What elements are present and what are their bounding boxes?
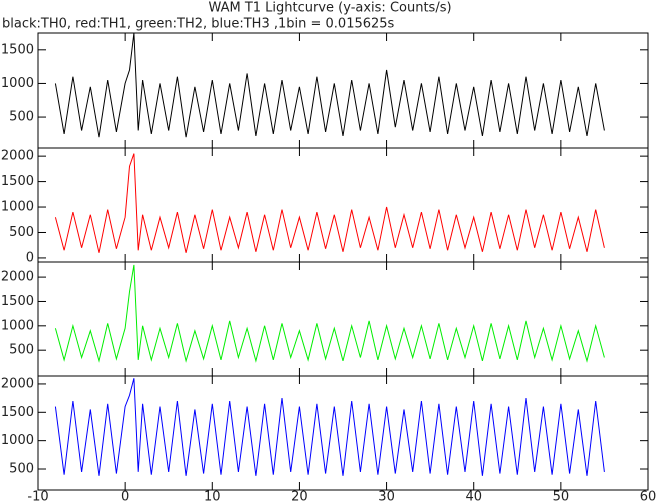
y-tick-label: 2000 [1,149,34,164]
chart-title: WAM T1 Lightcurve (y-axis: Counts/s) [208,1,451,16]
panel-frame [37,32,649,149]
series-line [54,32,605,138]
y-tick-label: 1000 [1,200,34,215]
y-tick-label: 0 [26,250,34,265]
panel-frame [37,375,649,491]
series-line [54,153,605,253]
x-tick-label: 30 [378,490,395,504]
y-tick-label: 1500 [1,294,34,309]
y-tick-label: 500 [9,462,34,477]
x-tick-label: -10 [27,490,48,504]
y-tick-label: 500 [9,225,34,240]
y-tick-label: 1000 [1,318,34,333]
x-tick-label: 0 [121,490,129,504]
x-tick-label: 10 [204,490,221,504]
y-tick-label: 1500 [1,174,34,189]
y-tick-label: 500 [9,110,34,125]
x-tick-label: 20 [291,490,308,504]
y-tick-label: 2000 [1,376,34,391]
y-tick-label: 1500 [1,405,34,420]
y-tick-label: 2000 [1,270,34,285]
x-tick-label: 40 [465,490,482,504]
y-tick-label: 1000 [1,76,34,91]
x-tick-label: 50 [553,490,570,504]
series-line [54,378,605,476]
chart-subtitle: black:TH0, red:TH1, green:TH2, blue:TH3 … [2,17,395,32]
series-line [54,264,605,363]
y-tick-label: 1500 [1,42,34,57]
x-tick-label: 60 [640,490,657,504]
y-tick-label: 1000 [1,433,34,448]
y-tick-label: 500 [9,343,34,358]
